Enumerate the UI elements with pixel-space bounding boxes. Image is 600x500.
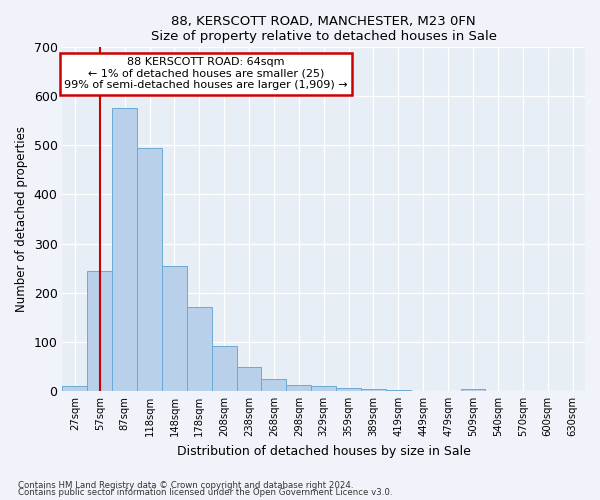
- Bar: [162, 266, 187, 391]
- Bar: [187, 308, 212, 391]
- Bar: [386, 390, 411, 391]
- Y-axis label: Number of detached properties: Number of detached properties: [15, 126, 28, 312]
- Bar: [361, 388, 386, 391]
- Bar: [286, 384, 311, 391]
- Bar: [112, 108, 137, 391]
- Bar: [311, 386, 336, 391]
- Bar: [336, 388, 361, 391]
- Text: 88 KERSCOTT ROAD: 64sqm
← 1% of detached houses are smaller (25)
99% of semi-det: 88 KERSCOTT ROAD: 64sqm ← 1% of detached…: [64, 58, 348, 90]
- Bar: [262, 379, 286, 391]
- Title: 88, KERSCOTT ROAD, MANCHESTER, M23 0FN
Size of property relative to detached hou: 88, KERSCOTT ROAD, MANCHESTER, M23 0FN S…: [151, 15, 497, 43]
- Bar: [137, 148, 162, 391]
- Text: Contains HM Land Registry data © Crown copyright and database right 2024.: Contains HM Land Registry data © Crown c…: [18, 480, 353, 490]
- Bar: [62, 386, 88, 391]
- X-axis label: Distribution of detached houses by size in Sale: Distribution of detached houses by size …: [177, 444, 470, 458]
- Bar: [212, 346, 236, 391]
- Bar: [88, 270, 112, 391]
- Bar: [236, 368, 262, 391]
- Bar: [461, 388, 485, 391]
- Text: Contains public sector information licensed under the Open Government Licence v3: Contains public sector information licen…: [18, 488, 392, 497]
